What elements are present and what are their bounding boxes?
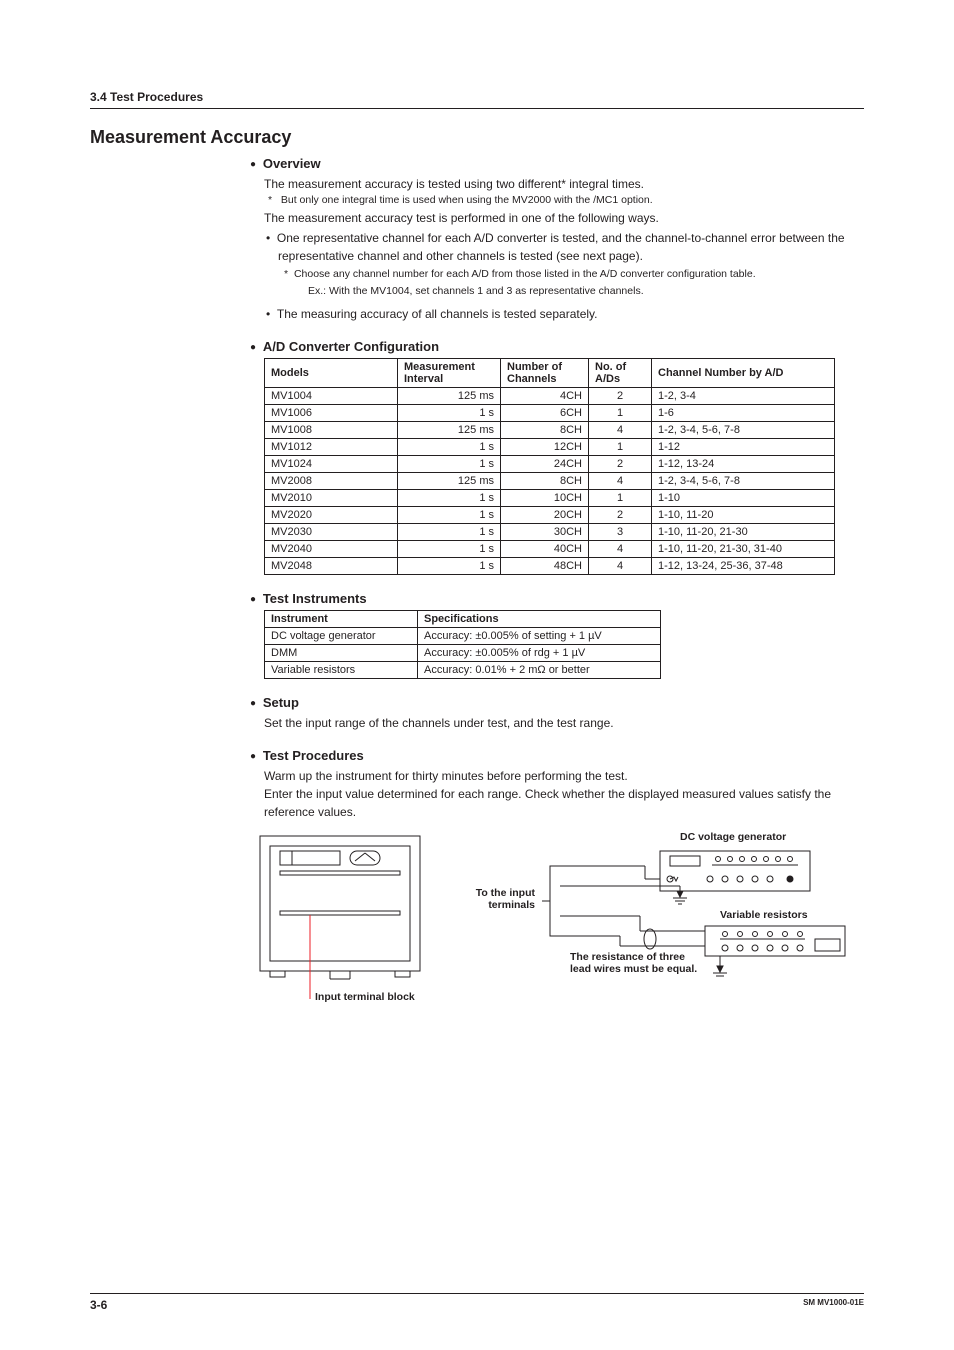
setup-section: Setup Set the input range of the channel… xyxy=(250,695,864,732)
table-row: MV10121 s12CH11-12 xyxy=(265,438,835,455)
diagram-label-dc-gen: DC voltage generator xyxy=(680,831,786,843)
wiring-diagram: Input terminal block To the inputtermina… xyxy=(250,831,864,1031)
breadcrumb: 3.4 Test Procedures xyxy=(90,90,864,109)
procedures-p1: Warm up the instrument for thirty minute… xyxy=(264,767,864,785)
table-row: MV10061 s6CH11-6 xyxy=(265,404,835,421)
page-footer: 3-6 SM MV1000-01E xyxy=(90,1293,864,1312)
overview-note1: But only one integral time is used when … xyxy=(281,194,653,206)
config-col-ads: No. ofA/Ds xyxy=(589,358,652,387)
table-row: MV20201 s20CH21-10, 11-20 xyxy=(265,506,835,523)
page-number: 3-6 xyxy=(90,1298,107,1312)
doc-id: SM MV1000-01E xyxy=(803,1298,864,1312)
instruments-section: Test Instruments Instrument Specificatio… xyxy=(250,591,864,679)
table-row: DC voltage generatorAccuracy: ±0.005% of… xyxy=(265,627,661,644)
diagram-label-to-input-terminals: To the inputterminals xyxy=(465,887,535,911)
instruments-heading: Test Instruments xyxy=(250,591,864,606)
overview-section: Overview The measurement accuracy is tes… xyxy=(250,156,864,323)
page-title: Measurement Accuracy xyxy=(90,127,864,148)
config-col-models: Models xyxy=(265,358,398,387)
config-table: Models MeasurementInterval Number ofChan… xyxy=(264,358,835,575)
config-col-chnum: Channel Number by A/D xyxy=(652,358,835,387)
procedures-section: Test Procedures Warm up the instrument f… xyxy=(250,748,864,1031)
procedures-p2: Enter the input value determined for eac… xyxy=(264,785,864,821)
table-row: MV20481 s48CH41-12, 13-24, 25-36, 37-48 xyxy=(265,557,835,574)
overview-sub2: Ex.: With the MV1004, set channels 1 and… xyxy=(308,285,864,297)
overview-li2: • The measuring accuracy of all channels… xyxy=(278,305,864,323)
config-col-interval: MeasurementInterval xyxy=(398,358,501,387)
table-row: DMMAccuracy: ±0.005% of rdg + 1 µV xyxy=(265,644,661,661)
diagram-label-lead-wires: The resistance of threelead wires must b… xyxy=(570,951,705,975)
config-heading: A/D Converter Configuration xyxy=(250,339,864,354)
procedures-heading: Test Procedures xyxy=(250,748,864,763)
table-row: MV20301 s30CH31-10, 11-20, 21-30 xyxy=(265,523,835,540)
overview-p2: The measurement accuracy test is perform… xyxy=(264,209,864,227)
overview-heading: Overview xyxy=(250,156,864,171)
table-row: MV1008125 ms8CH41-2, 3-4, 5-6, 7-8 xyxy=(265,421,835,438)
overview-note1-asterisk: * xyxy=(268,194,272,206)
table-row: Variable resistorsAccuracy: 0.01% + 2 mΩ… xyxy=(265,661,661,678)
table-row: MV20101 s10CH11-10 xyxy=(265,489,835,506)
table-row: MV20401 s40CH41-10, 11-20, 21-30, 31-40 xyxy=(265,540,835,557)
table-row: MV1004125 ms4CH21-2, 3-4 xyxy=(265,387,835,404)
diagram-label-input-terminal-block: Input terminal block xyxy=(315,991,415,1003)
instruments-col-spec: Specifications xyxy=(418,610,661,627)
table-row: MV2008125 ms8CH41-2, 3-4, 5-6, 7-8 xyxy=(265,472,835,489)
setup-p1: Set the input range of the channels unde… xyxy=(264,714,864,732)
diagram-label-var-res: Variable resistors xyxy=(720,909,808,921)
instruments-table: Instrument Specifications DC voltage gen… xyxy=(264,610,661,679)
config-section: A/D Converter Configuration Models Measu… xyxy=(250,339,864,575)
overview-li1: • One representative channel for each A/… xyxy=(278,229,864,265)
instruments-col-instrument: Instrument xyxy=(265,610,418,627)
setup-heading: Setup xyxy=(250,695,864,710)
config-col-channels: Number ofChannels xyxy=(501,358,589,387)
table-row: MV10241 s24CH21-12, 13-24 xyxy=(265,455,835,472)
overview-sub1: * Choose any channel number for each A/D… xyxy=(296,267,864,283)
overview-p1: The measurement accuracy is tested using… xyxy=(264,175,864,193)
